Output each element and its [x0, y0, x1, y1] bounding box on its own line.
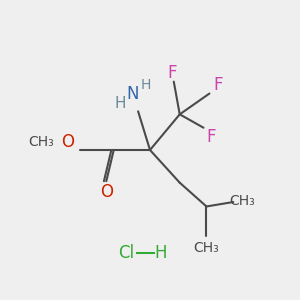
- Text: H: H: [115, 96, 126, 111]
- Text: O: O: [61, 133, 74, 151]
- Text: F: F: [167, 64, 177, 82]
- Text: N: N: [126, 85, 138, 103]
- Text: CH₃: CH₃: [28, 135, 54, 149]
- Text: CH₃: CH₃: [229, 194, 255, 208]
- Text: CH₃: CH₃: [194, 241, 219, 255]
- Text: F: F: [206, 128, 216, 146]
- Text: O: O: [100, 183, 113, 201]
- Text: Cl: Cl: [118, 244, 134, 262]
- Text: F: F: [214, 76, 223, 94]
- Text: H: H: [140, 78, 151, 92]
- Text: H: H: [154, 244, 167, 262]
